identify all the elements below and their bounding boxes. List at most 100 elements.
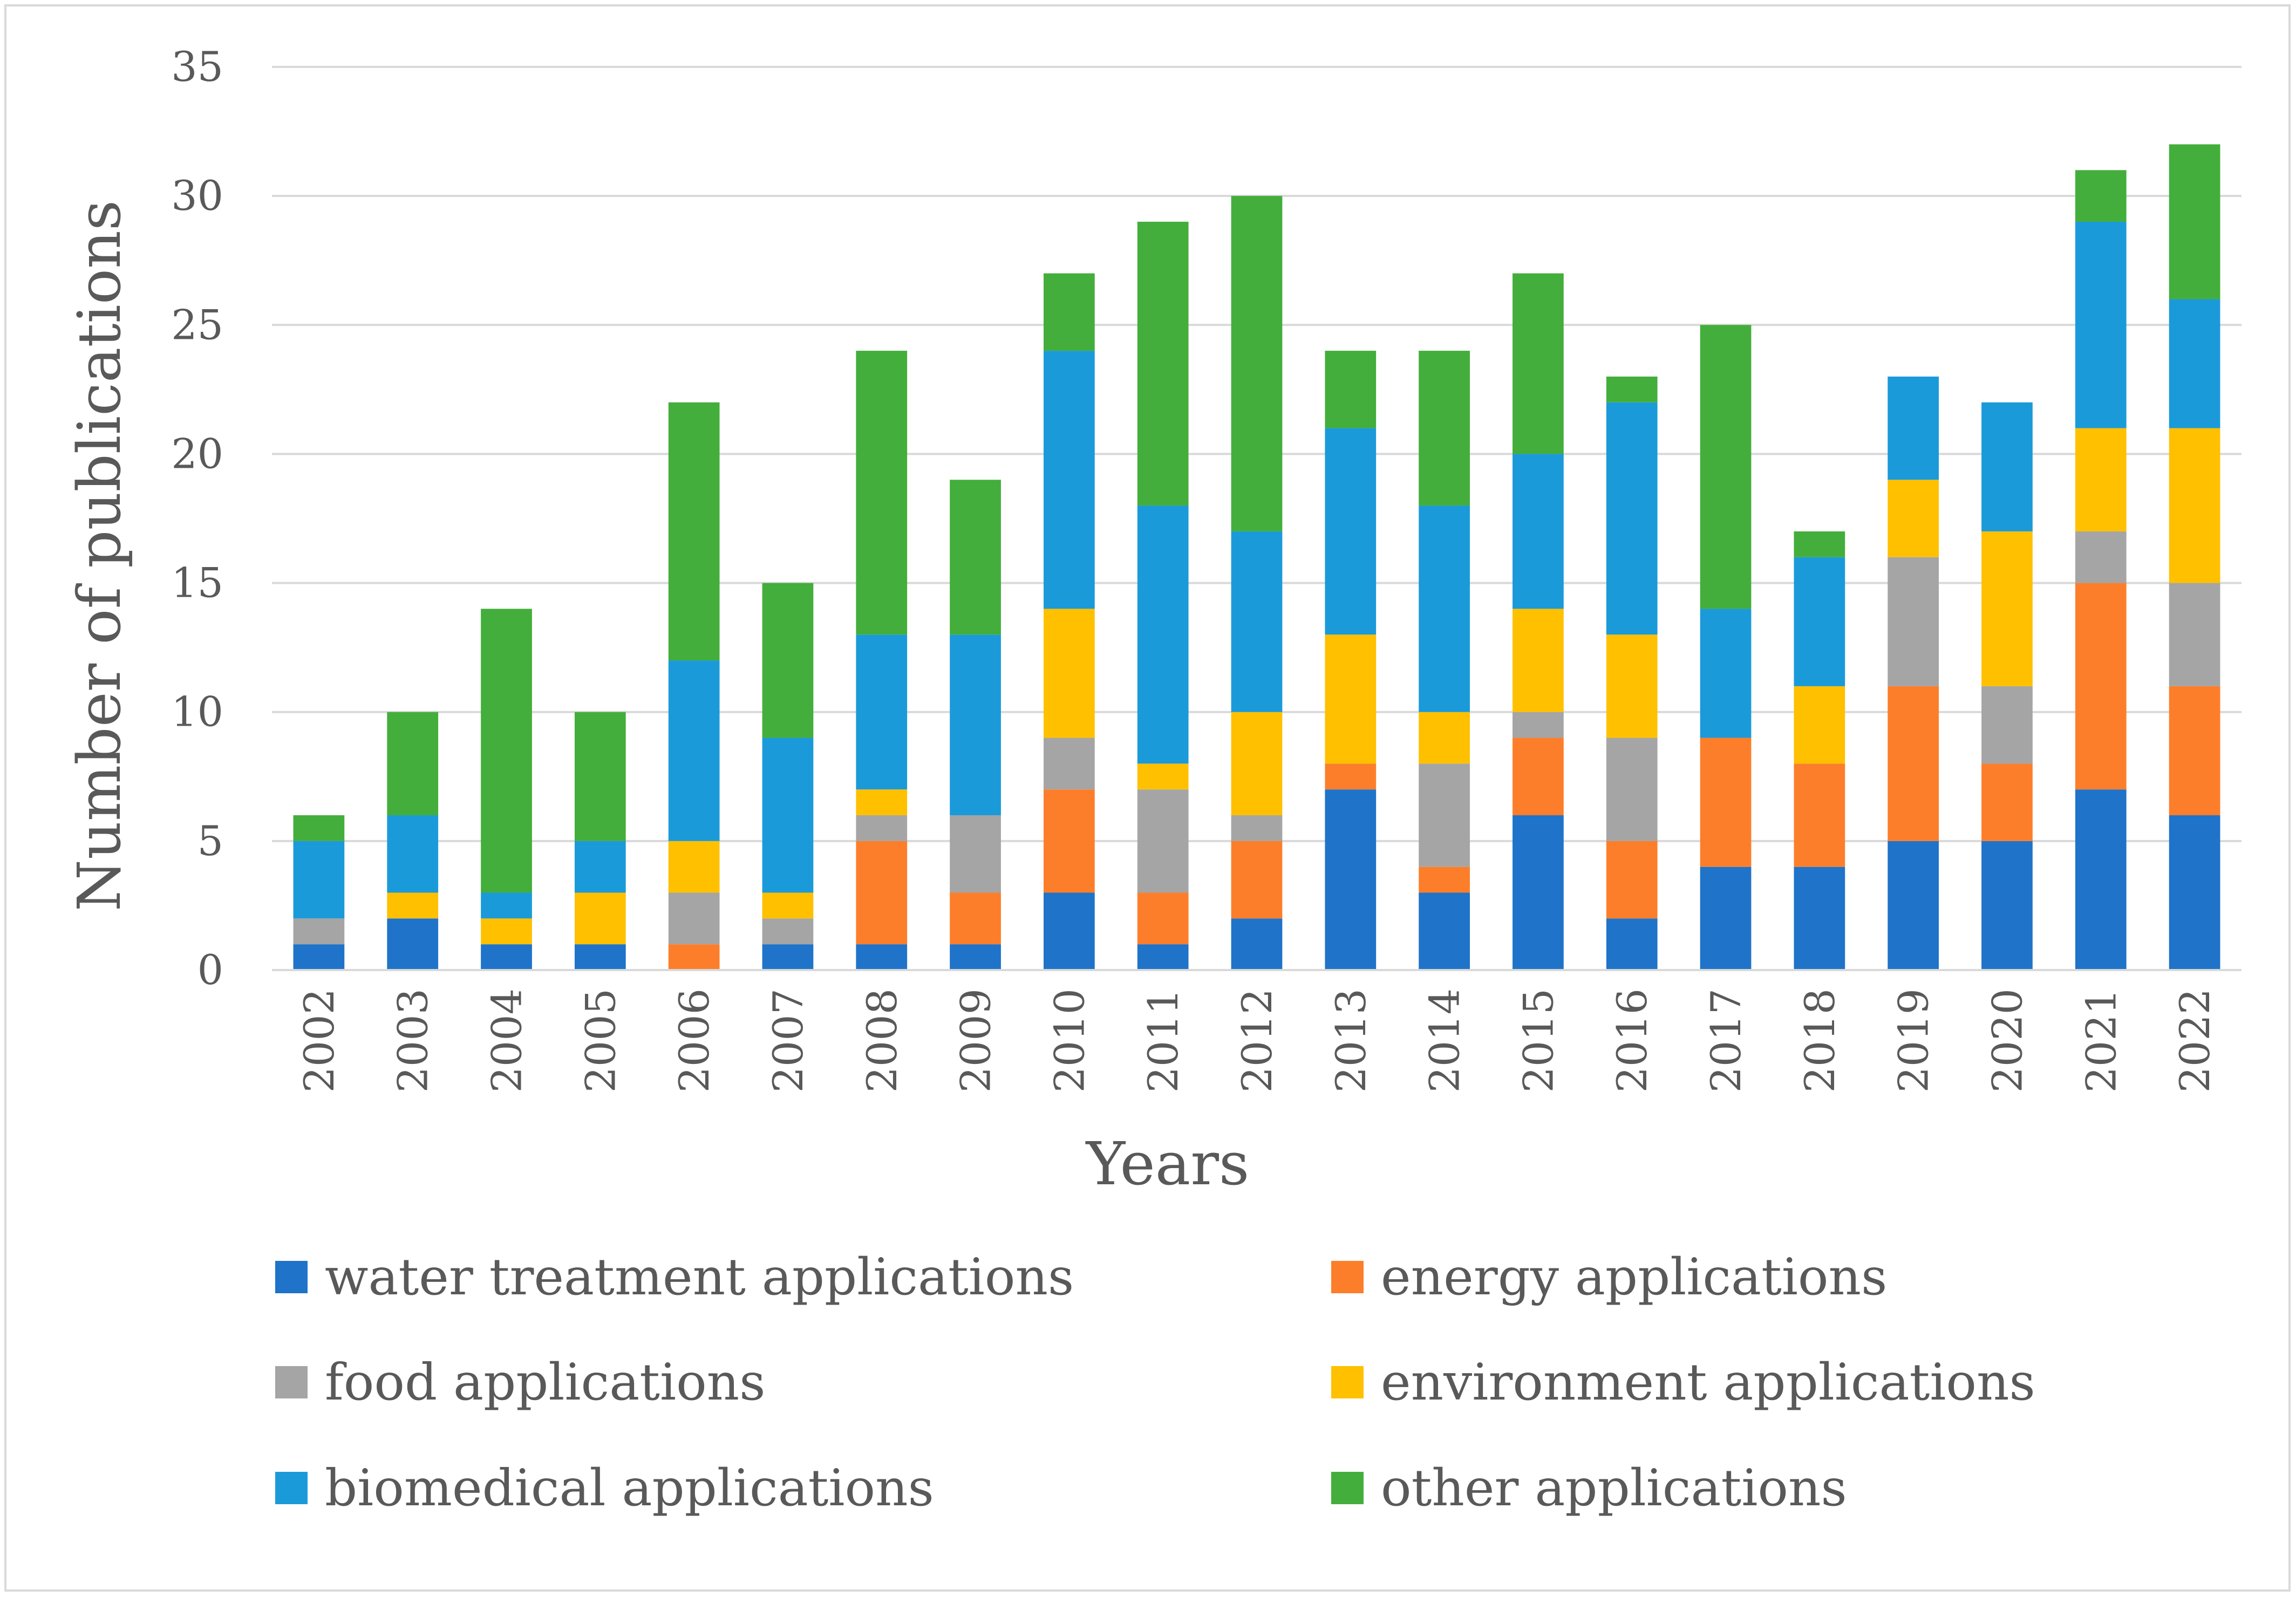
bar-segment-2014-2 bbox=[1419, 866, 1470, 893]
bar-segment-2006-5 bbox=[668, 660, 720, 841]
x-tick-label: 2007 bbox=[764, 988, 812, 1093]
bar-segment-2004-6 bbox=[481, 609, 532, 893]
bar-segment-2014-4 bbox=[1419, 712, 1470, 764]
bar-segment-2004-4 bbox=[481, 918, 532, 945]
x-tick-label: 2017 bbox=[1702, 988, 1750, 1093]
bar-segment-2021-4 bbox=[2075, 428, 2127, 531]
bar-segment-2008-4 bbox=[856, 789, 908, 816]
y-axis-ticks: 0 5 10 15 20 25 30 35 bbox=[171, 43, 223, 994]
bar-segment-2019-3 bbox=[1888, 557, 1939, 686]
y-tick-label: 15 bbox=[171, 559, 223, 607]
bar-segment-2020-5 bbox=[1981, 402, 2033, 531]
x-tick-label: 2008 bbox=[858, 988, 906, 1093]
bar-segment-2006-2 bbox=[668, 944, 720, 970]
bar-segment-2005-1 bbox=[574, 944, 626, 970]
bar-segment-2018-1 bbox=[1794, 866, 1845, 970]
bar-segment-2018-5 bbox=[1794, 557, 1845, 686]
bar-segment-2016-5 bbox=[1606, 402, 1658, 635]
bar-segment-2012-6 bbox=[1231, 196, 1283, 531]
y-tick-label: 35 bbox=[171, 43, 223, 91]
bar-segment-2019-2 bbox=[1888, 686, 1939, 841]
bar-segment-2016-2 bbox=[1606, 841, 1658, 919]
bar-segment-2015-2 bbox=[1513, 738, 1564, 816]
bar-segment-2007-6 bbox=[762, 583, 814, 738]
bar-segment-2021-5 bbox=[2075, 221, 2127, 428]
x-axis-title: Years bbox=[1085, 1129, 1250, 1198]
bar-segment-2005-5 bbox=[574, 841, 626, 893]
bar-segment-2012-4 bbox=[1231, 712, 1283, 816]
y-tick-label: 30 bbox=[171, 172, 223, 220]
bar-segment-2013-2 bbox=[1325, 763, 1377, 790]
bar-segment-2018-2 bbox=[1794, 763, 1845, 867]
bar-segment-2003-6 bbox=[387, 712, 439, 816]
bar-segment-2021-2 bbox=[2075, 583, 2127, 790]
y-tick-label: 10 bbox=[171, 688, 223, 736]
chart-frame: 0 5 10 15 20 25 30 35 2002 2003 2004 2005 2006 2007 2… bbox=[4, 4, 2291, 1592]
bar-segment-2007-3 bbox=[762, 918, 814, 945]
bar-segment-2013-5 bbox=[1325, 428, 1377, 635]
bar-segment-2015-4 bbox=[1513, 609, 1564, 712]
bar-segment-2015-3 bbox=[1513, 712, 1564, 738]
bar-segment-2018-4 bbox=[1794, 686, 1845, 764]
bar-segment-2021-1 bbox=[2075, 789, 2127, 970]
bar-segment-2015-1 bbox=[1513, 815, 1564, 970]
x-tick-label: 2006 bbox=[670, 988, 718, 1093]
bar-segment-2004-1 bbox=[481, 944, 532, 970]
bar-segment-2002-1 bbox=[293, 944, 345, 970]
bar-segment-2019-1 bbox=[1888, 841, 1939, 970]
legend-swatch bbox=[1331, 1366, 1364, 1398]
bar-segment-2012-3 bbox=[1231, 815, 1283, 841]
bar-segment-2005-6 bbox=[574, 712, 626, 841]
legend-label: energy applications bbox=[1381, 1248, 1887, 1307]
x-tick-label: 2015 bbox=[1514, 988, 1562, 1093]
x-tick-label: 2016 bbox=[1608, 988, 1656, 1093]
bar-segment-2022-3 bbox=[2169, 583, 2220, 686]
bar-segment-2009-1 bbox=[950, 944, 1001, 970]
bar-segment-2006-6 bbox=[668, 402, 720, 661]
bar-segment-2022-5 bbox=[2169, 299, 2220, 428]
x-tick-label: 2022 bbox=[2171, 988, 2219, 1093]
bar-segment-2019-5 bbox=[1888, 376, 1939, 480]
bar-segment-2017-2 bbox=[1700, 738, 1752, 867]
legend-label: environment applications bbox=[1381, 1353, 2035, 1412]
bar-segment-2017-1 bbox=[1700, 866, 1752, 970]
bar-segment-2018-6 bbox=[1794, 531, 1845, 557]
bar-segment-2002-5 bbox=[293, 841, 345, 919]
bar-segment-2017-6 bbox=[1700, 325, 1752, 609]
x-tick-label: 2010 bbox=[1045, 988, 1093, 1093]
x-tick-label: 2003 bbox=[389, 988, 437, 1093]
y-axis-title: Number of publications bbox=[65, 200, 134, 912]
x-axis-ticks: 2002 2003 2004 2005 2006 2007 2008 2009 2010 2011… bbox=[295, 988, 2219, 1093]
legend-swatch bbox=[275, 1366, 308, 1398]
x-tick-label: 2009 bbox=[952, 988, 1000, 1093]
y-tick-label: 20 bbox=[171, 429, 223, 477]
x-tick-label: 2013 bbox=[1327, 988, 1375, 1093]
bar-segment-2002-3 bbox=[293, 918, 345, 945]
bar-segment-2013-6 bbox=[1325, 351, 1377, 428]
bar-segment-2011-3 bbox=[1137, 789, 1189, 893]
bar-segment-2011-5 bbox=[1137, 506, 1189, 764]
bar-segment-2014-3 bbox=[1419, 763, 1470, 867]
bar-segment-2010-6 bbox=[1044, 273, 1095, 351]
legend-swatch bbox=[1331, 1261, 1364, 1293]
bar-segment-2009-2 bbox=[950, 892, 1001, 945]
y-tick-label: 25 bbox=[171, 301, 223, 349]
bar-segment-2020-3 bbox=[1981, 686, 2033, 764]
x-tick-label: 2019 bbox=[1890, 988, 1938, 1093]
bar-segment-2009-6 bbox=[950, 480, 1001, 635]
bar-segment-2008-3 bbox=[856, 815, 908, 841]
bar-segment-2005-4 bbox=[574, 892, 626, 945]
bar-segment-2014-1 bbox=[1419, 892, 1470, 970]
x-tick-label: 2004 bbox=[483, 988, 531, 1093]
bar-segment-2015-6 bbox=[1513, 273, 1564, 454]
bar-segment-2007-5 bbox=[762, 738, 814, 893]
bar-segment-2008-1 bbox=[856, 944, 908, 970]
bar-segment-2003-5 bbox=[387, 815, 439, 893]
x-tick-label: 2014 bbox=[1421, 988, 1469, 1093]
x-tick-label: 2021 bbox=[2077, 988, 2125, 1093]
bar-segment-2010-5 bbox=[1044, 351, 1095, 609]
y-tick-label: 5 bbox=[197, 817, 223, 865]
bar-segment-2021-3 bbox=[2075, 531, 2127, 583]
x-tick-label: 2012 bbox=[1233, 988, 1281, 1093]
legend-swatch bbox=[275, 1261, 308, 1293]
